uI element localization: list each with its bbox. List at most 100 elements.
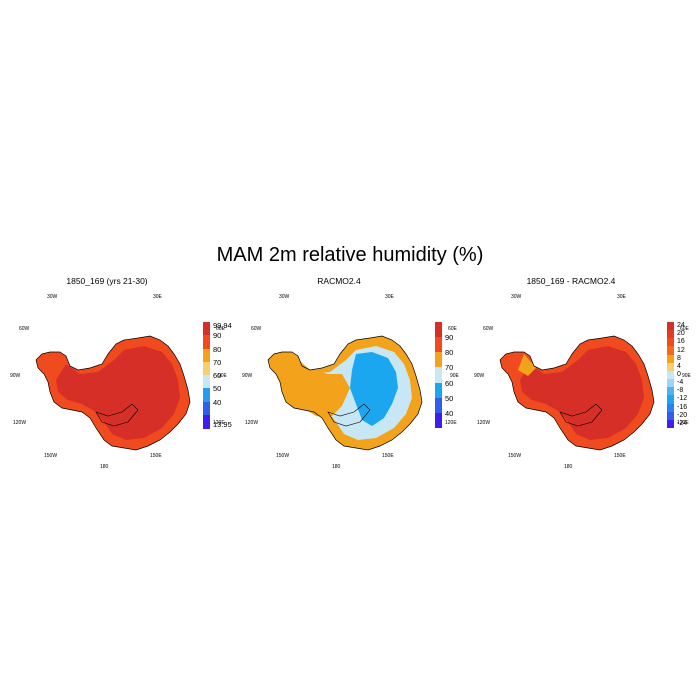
colorbar-segment (667, 387, 674, 396)
longitude-label: 30E (385, 294, 394, 300)
longitude-label: 180 (332, 464, 341, 470)
longitude-label: 90E (682, 373, 691, 379)
colorbar-label: 60 (445, 378, 454, 388)
longitude-label: 60W (19, 326, 30, 332)
colorbar-segment (667, 330, 674, 339)
colorbar-segment (667, 411, 674, 421)
colorbar-label: 70 (213, 357, 222, 367)
longitude-label: 30E (153, 294, 162, 300)
longitude-label: 90E (450, 373, 459, 379)
interior-fill (520, 346, 644, 440)
colorbar-segment (667, 322, 674, 331)
coastline (35, 335, 191, 451)
longitude-label: 60E (216, 326, 225, 332)
colorbar-segment (203, 348, 210, 363)
longitude-label: 30E (617, 294, 626, 300)
ice-shelf-outline (327, 403, 371, 427)
longitude-label: 30W (511, 294, 522, 300)
colorbar-label: 99.94 (213, 321, 232, 330)
ice-shelf-outline (559, 403, 603, 427)
colorbar-segment (435, 337, 442, 353)
panel-3: 1850_169 - RACMO2.4 30W 30E 60W 60E 90W 90E 12… (466, 276, 699, 476)
colorbar-label: 80 (445, 348, 454, 358)
panel-2: RACMO2.4 30W 30E 60W 60E 90W 90E 120W 120E 150W 1… (234, 276, 467, 476)
colorbar-segment (667, 419, 674, 429)
colorbar-label: 13.95 (213, 420, 232, 429)
longitude-label: 90W (474, 373, 485, 379)
panel-1: 1850_169 (yrs 21-30) 30W 30E 60W 60E 90W 90E 1… (2, 276, 235, 476)
longitude-label: 180 (100, 464, 109, 470)
colorbar-label: -12 (677, 395, 688, 403)
colorbar-segment (435, 367, 442, 384)
colorbar-segment (203, 388, 210, 402)
longitude-label: 60W (251, 326, 262, 332)
plateau-fill (350, 352, 398, 426)
panel-title: RACMO2.4 (317, 276, 361, 286)
colorbar-label: 4 (677, 362, 681, 370)
longitude-label: 150E (150, 453, 162, 459)
colorbar-segment (203, 322, 210, 336)
ice-shelf-outline (95, 403, 139, 427)
longitude-label: 120W (13, 420, 27, 426)
colorbar-segment (667, 370, 674, 380)
colorbar-segment (435, 412, 442, 429)
peninsula-fill (518, 354, 536, 376)
longitude-label: 120E (677, 420, 689, 426)
colorbar-segment (203, 361, 210, 376)
longitude-label: 120E (213, 420, 225, 426)
colorbar-segment (667, 403, 674, 413)
colorbar-label: 80 (213, 344, 222, 354)
colorbar-segment (667, 395, 674, 405)
panel-title: 1850_169 - RACMO2.4 (526, 276, 616, 286)
colorbar-label: 40 (213, 397, 222, 407)
longitude-label: 120W (245, 420, 259, 426)
colorbar-label: 16 (677, 338, 685, 346)
longitude-label: 30W (47, 294, 58, 300)
longitude-label: 150W (508, 453, 522, 459)
figure-title: MAM 2m relative humidity (%) (216, 244, 484, 266)
coastline (267, 335, 423, 451)
antarctica-map (35, 335, 191, 451)
antarctica-map (267, 335, 423, 451)
longitude-label: 60E (448, 326, 457, 332)
longitude-label: 150E (382, 453, 394, 459)
colorbar-label: 50 (213, 384, 222, 394)
longitude-label: 90E (218, 373, 227, 379)
colorbar-label: 60 (213, 371, 222, 380)
colorbar-label: -4 (677, 379, 684, 387)
longitude-label: 150W (44, 453, 58, 459)
colorbar-segment (667, 346, 674, 356)
colorbar-segment (667, 338, 674, 347)
colorbar-segment (203, 401, 210, 416)
colorbar-segment (203, 375, 210, 389)
longitude-label: 150W (276, 453, 290, 459)
colorbar-label: 40 (445, 408, 454, 418)
colorbar-segment (203, 335, 210, 349)
colorbar-label: -24 (677, 419, 688, 427)
colorbar-label: 0 (677, 371, 681, 378)
colorbar-label: -20 (677, 411, 688, 419)
antarctica-map (499, 335, 655, 451)
colorbar-label: 70 (445, 363, 454, 373)
colorbar-label: 20 (677, 330, 685, 338)
colorbar-segment (667, 379, 674, 388)
colorbar-label: 24 (677, 322, 685, 330)
longitude-label: 60E (680, 326, 689, 332)
colorbar-segment (435, 322, 442, 338)
colorbar-label: 12 (677, 346, 685, 354)
longitude-label: 90W (10, 373, 21, 379)
colorbar-label: 8 (677, 354, 681, 362)
longitude-label: 180 (564, 464, 573, 470)
colorbar-segment (203, 414, 210, 429)
interior-fill (56, 346, 180, 440)
colorbar-segment (435, 352, 442, 368)
longitude-label: 30W (279, 294, 290, 300)
colorbar-label: -8 (677, 387, 684, 395)
colorbar-label: 90 (445, 333, 454, 343)
longitude-label: 120W (477, 420, 491, 426)
colorbar-label: 50 (445, 393, 454, 403)
colorbar-segment (667, 354, 674, 364)
colorbar-label: 90 (213, 331, 222, 341)
longitude-label: 150E (614, 453, 626, 459)
west-antarctica-fill (280, 354, 350, 418)
